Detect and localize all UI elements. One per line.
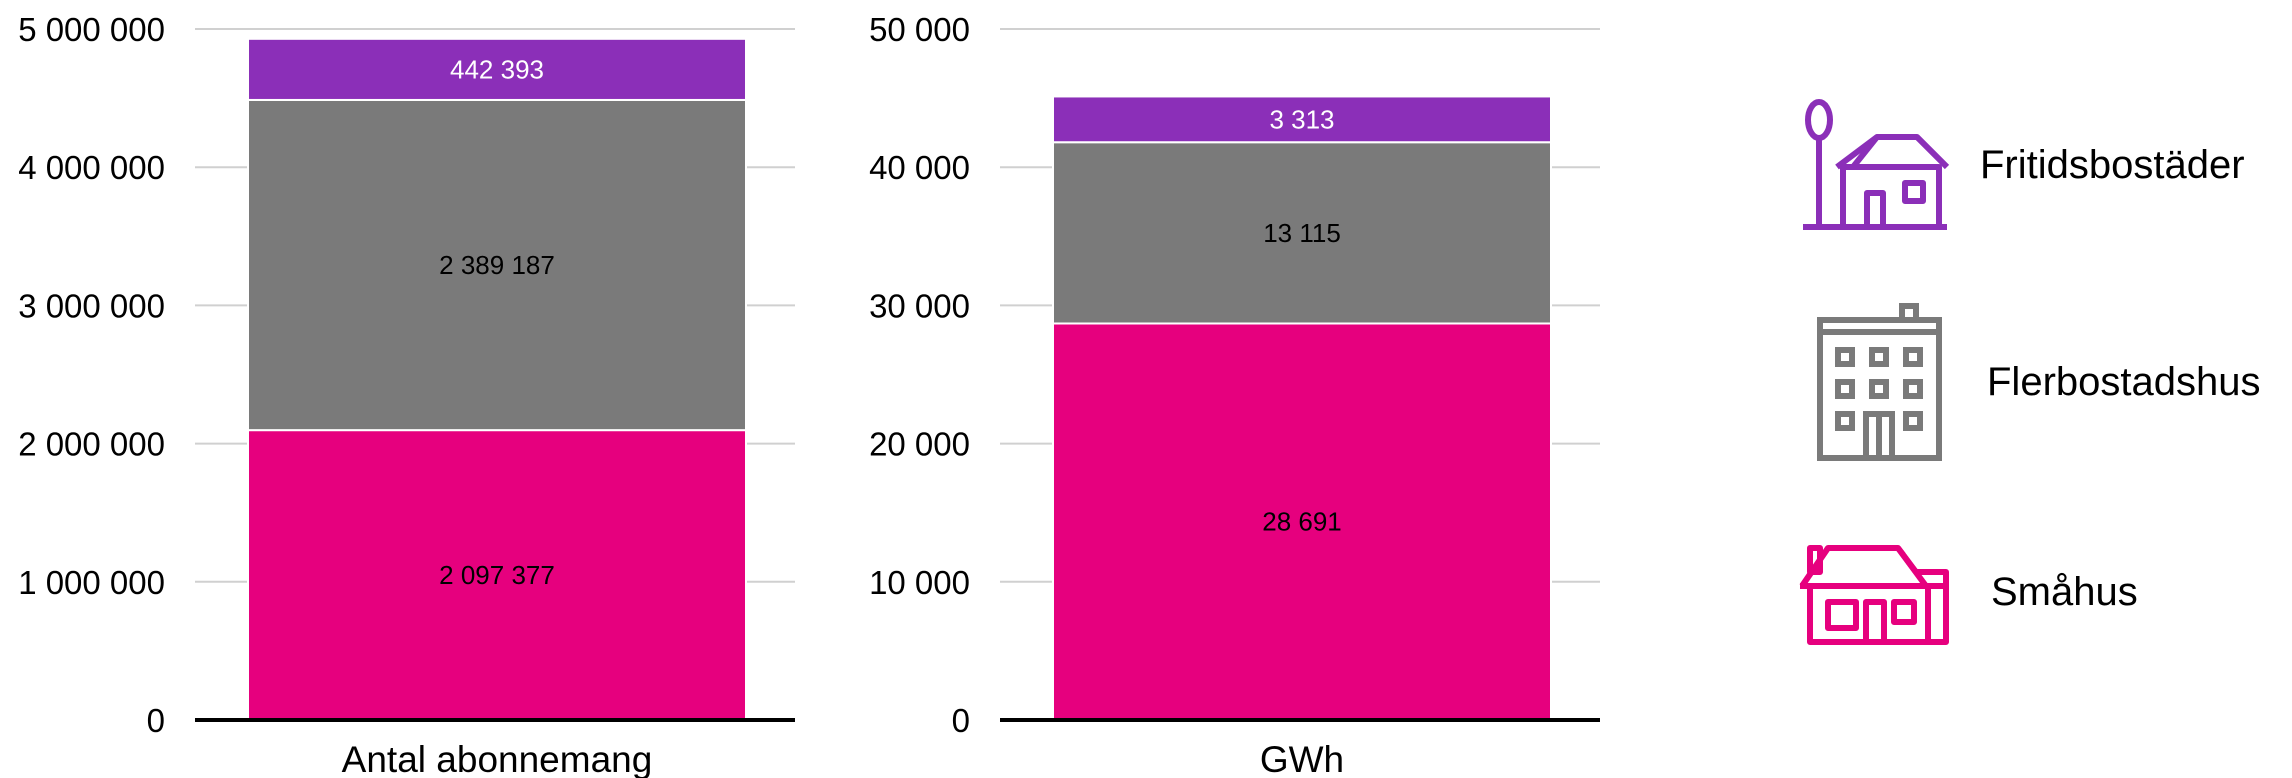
data-label: 442 393 bbox=[450, 54, 544, 84]
house-icon bbox=[1799, 545, 1949, 645]
y-tick-label: 40 000 bbox=[869, 149, 970, 186]
bar-segment-flerbostadshus bbox=[247, 98, 747, 432]
y-tick-label: 1 000 000 bbox=[18, 564, 165, 601]
data-label: 28 691 bbox=[1262, 507, 1342, 537]
y-tick-label: 4 000 000 bbox=[18, 149, 165, 186]
data-label: 2 097 377 bbox=[439, 560, 555, 590]
legend-label-flerbostadshus: Flerbostadshus bbox=[1987, 359, 2261, 404]
apartment-building-icon bbox=[1817, 303, 1942, 461]
bar-segment-sm-hus bbox=[247, 429, 747, 721]
x-axis-label: GWh bbox=[1260, 739, 1344, 778]
bar-segment-flerbostadshus bbox=[1052, 141, 1552, 325]
y-tick-label: 50 000 bbox=[869, 11, 970, 48]
y-tick-label: 0 bbox=[147, 702, 165, 739]
y-tick-label: 5 000 000 bbox=[18, 11, 165, 48]
y-tick-label: 0 bbox=[952, 702, 970, 739]
legend-label-smahus: Småhus bbox=[1991, 570, 2138, 614]
data-label: 2 389 187 bbox=[439, 250, 555, 280]
bar-segment-sm-hus bbox=[1052, 322, 1552, 721]
data-label: 13 115 bbox=[1263, 218, 1341, 248]
legend-item-flerbostadshus: Flerbostadshus bbox=[1812, 302, 2260, 462]
vacation-house-icon bbox=[1803, 99, 1950, 230]
data-label: 3 313 bbox=[1269, 104, 1334, 134]
bar-segment-fritidsbost-der bbox=[247, 37, 747, 101]
legend-item-fritidsbostader: Fritidsbostäder bbox=[1795, 95, 2245, 235]
legend-item-smahus: Småhus bbox=[1796, 540, 2138, 645]
y-tick-label: 3 000 000 bbox=[18, 287, 165, 324]
charts-canvas: 0 1 000 000 2 000 000 3 000 000 4 000 000 5 0… bbox=[18, 11, 1600, 778]
y-tick-label: 30 000 bbox=[869, 287, 970, 324]
bar-segment-fritidsbost-der bbox=[1052, 95, 1552, 144]
y-tick-label: 2 000 000 bbox=[18, 426, 165, 463]
legend-label-fritidsbostader: Fritidsbostäder bbox=[1980, 142, 2245, 187]
y-tick-label: 10 000 bbox=[869, 564, 970, 601]
x-axis-label: Antal abonnemang bbox=[342, 739, 653, 778]
y-tick-label: 20 000 bbox=[869, 426, 970, 463]
